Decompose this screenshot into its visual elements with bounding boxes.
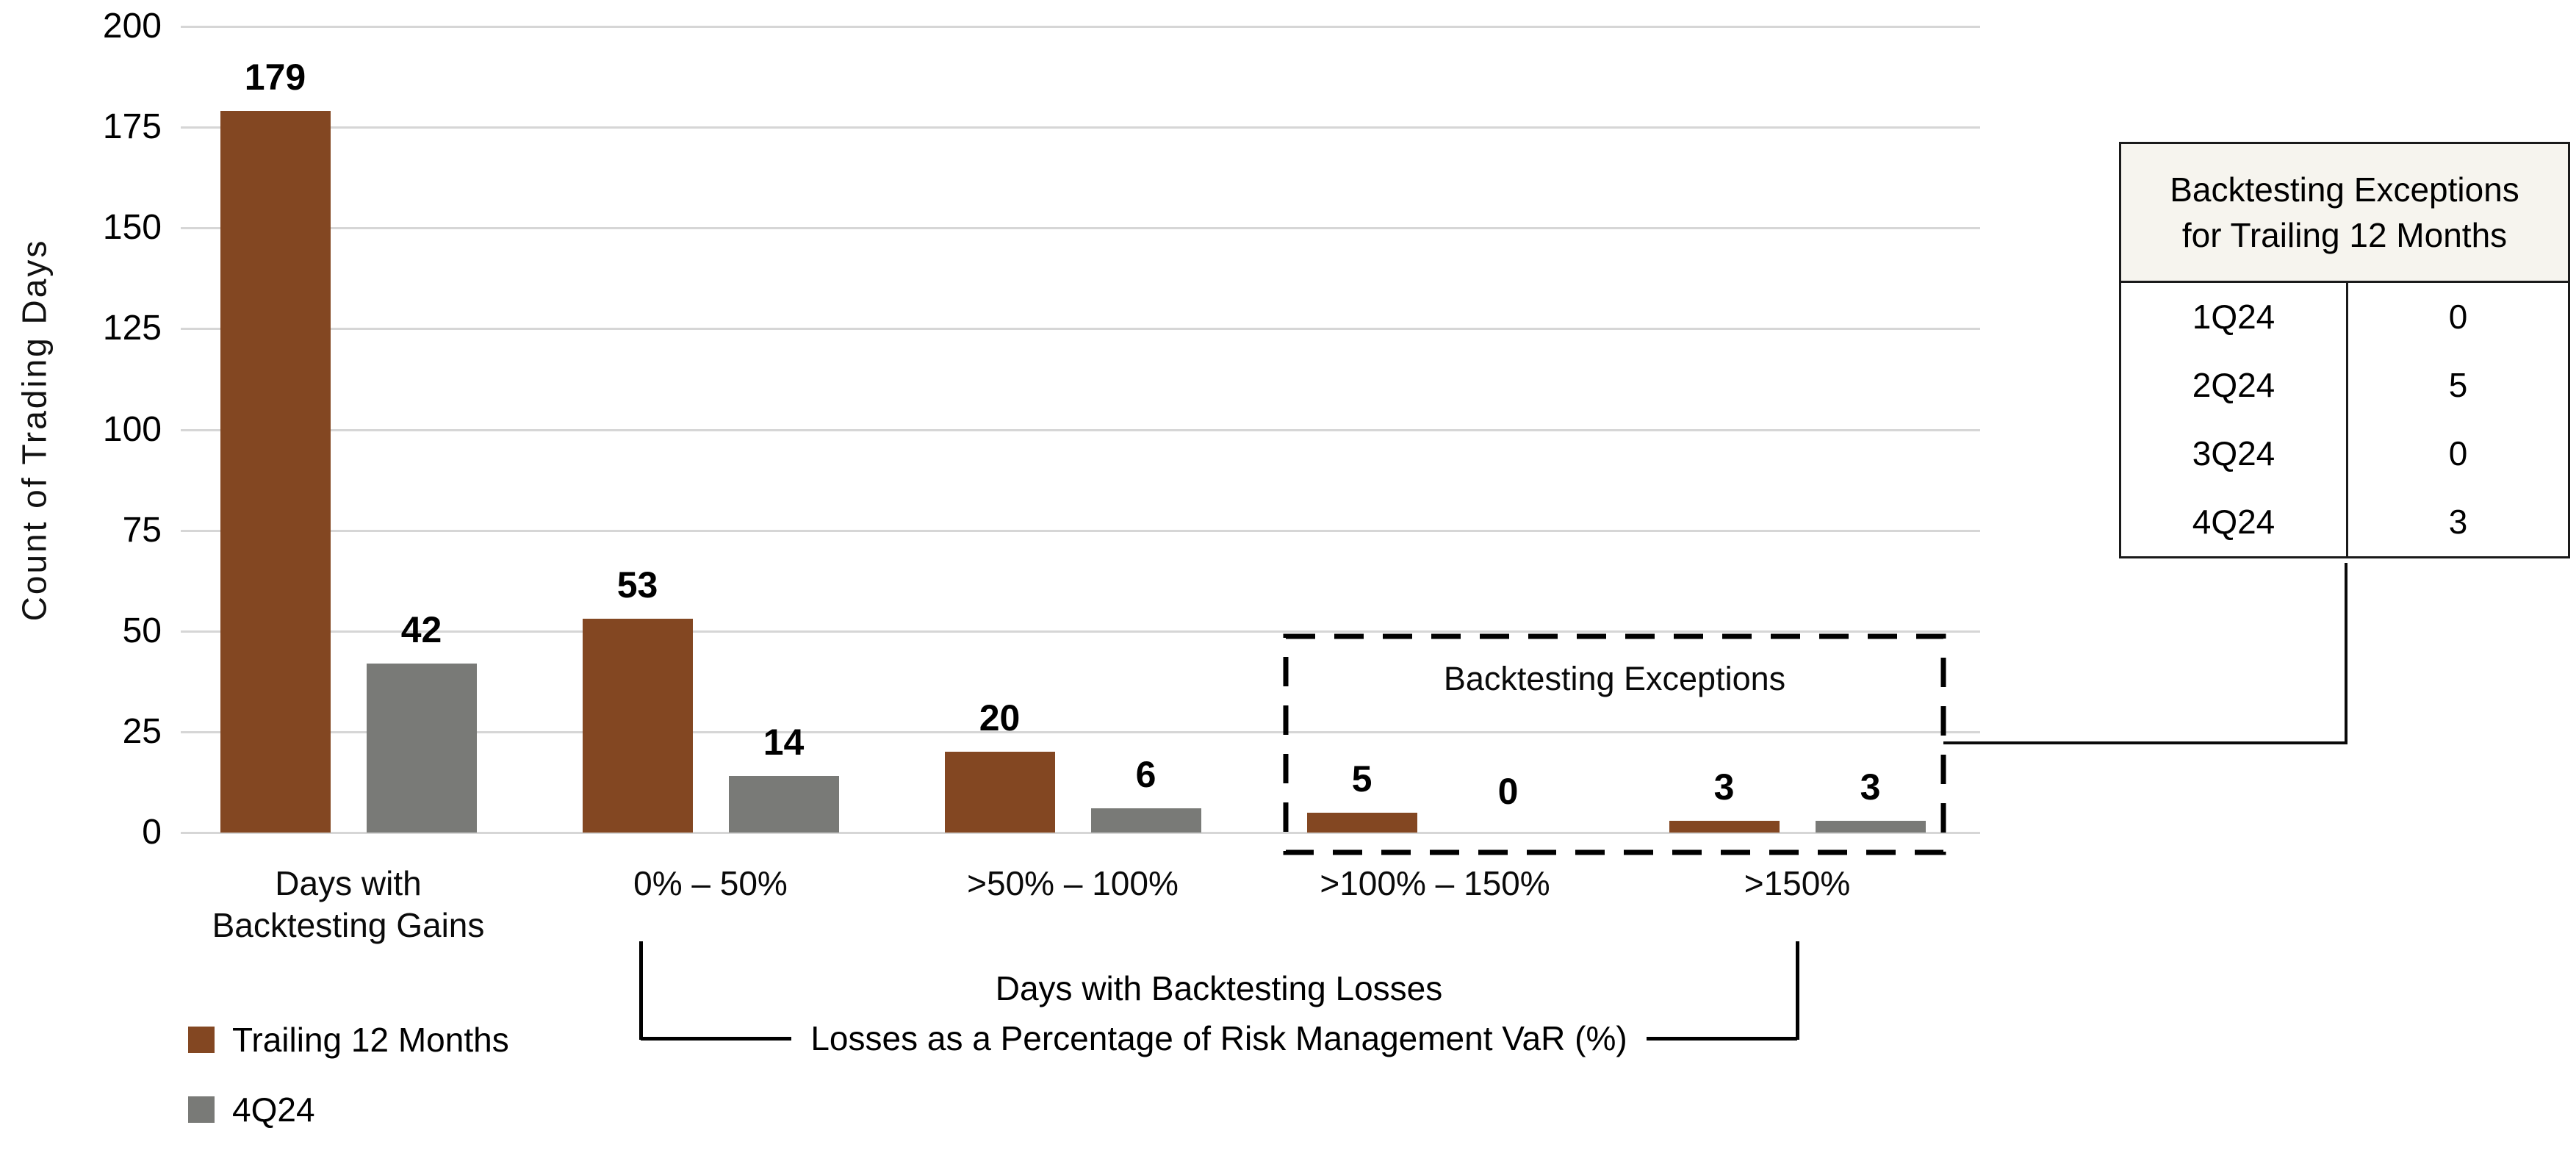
bar-trailing-12-months — [1669, 821, 1780, 833]
bar-4q24 — [366, 664, 477, 833]
y-tick-label: 125 — [102, 309, 162, 348]
y-tick-label: 75 — [122, 511, 162, 550]
x-group-label-line1: Days with Backtesting Losses — [995, 969, 1443, 1007]
gridline — [181, 126, 1980, 129]
bar-4q24 — [728, 776, 839, 833]
gridline — [181, 530, 1980, 532]
legend-swatch-trailing-12-months — [188, 1027, 215, 1053]
x-category-label: Backtesting Gains — [212, 906, 485, 944]
bar-value-label: 42 — [400, 609, 442, 650]
bracket-right-line — [1796, 941, 1799, 1040]
legend-swatch-4q24 — [188, 1096, 215, 1123]
table-cell-count: 5 — [2346, 351, 2568, 420]
bar-value-label: 14 — [763, 722, 805, 763]
gridline — [181, 26, 1980, 28]
legend-label-trailing-12-months: Trailing 12 Months — [232, 1021, 509, 1059]
table-body: 1Q24 0 2Q24 5 3Q24 0 4Q24 3 — [2121, 283, 2568, 556]
legend-item-4q24: 4Q24 — [188, 1090, 315, 1129]
y-tick-label: 100 — [102, 410, 162, 449]
legend-item-trailing-12-months: Trailing 12 Months — [188, 1021, 509, 1059]
dashed-box-title: Backtesting Exceptions — [1443, 660, 1786, 697]
x-category-label: >150% — [1744, 864, 1851, 902]
backtesting-exceptions-table: Backtesting Exceptions for Trailing 12 M… — [2119, 142, 2570, 558]
bar-trailing-12-months — [944, 752, 1055, 833]
bar-value-label: 3 — [1860, 766, 1881, 808]
gridline — [181, 731, 1980, 733]
table-cell-quarter: 4Q24 — [2192, 503, 2275, 541]
y-tick-label: 200 — [102, 7, 162, 46]
x-group-label-line2: Losses as a Percentage of Risk Managemen… — [641, 1019, 1798, 1057]
y-tick-label: 0 — [142, 813, 162, 852]
bar-value-label: 6 — [1135, 754, 1156, 795]
bar-4q24 — [1815, 821, 1926, 833]
x-category-label: Days with — [275, 864, 422, 902]
table-cell-quarter: 3Q24 — [2192, 434, 2275, 472]
legend-label-4q24: 4Q24 — [232, 1090, 315, 1129]
bar-value-label: 3 — [1713, 766, 1735, 808]
x-category-label: 0% – 50% — [633, 864, 788, 902]
table-cell-quarter: 1Q24 — [2192, 298, 2275, 336]
gridline — [181, 630, 1980, 633]
y-tick-label: 25 — [122, 712, 162, 751]
table-header-line2: for Trailing 12 Months — [2181, 216, 2508, 254]
x-category-label: >50% – 100% — [967, 864, 1179, 902]
bar-trailing-12-months — [220, 111, 331, 833]
gridline — [181, 227, 1980, 229]
bar-trailing-12-months — [1306, 813, 1417, 833]
table-cell-quarter: 2Q24 — [2192, 366, 2275, 404]
table-cell-count: 3 — [2346, 488, 2568, 556]
bar-trailing-12-months — [582, 619, 693, 833]
bracket-right-stub — [1646, 1036, 1798, 1041]
bracket-left-stub — [641, 1036, 792, 1041]
x-category-label: >100% – 150% — [1320, 864, 1550, 902]
y-tick-label: 150 — [102, 208, 162, 247]
bar-value-label: 5 — [1351, 758, 1372, 799]
table-cell-count: 0 — [2346, 283, 2568, 351]
y-tick-label: 175 — [102, 107, 162, 146]
bar-value-label: 20 — [979, 697, 1021, 738]
gridline — [181, 429, 1980, 431]
gridline — [181, 328, 1980, 330]
y-tick-label: 50 — [122, 611, 162, 650]
table-cell-count: 0 — [2346, 420, 2568, 488]
bracket-left-line — [639, 941, 643, 1040]
bar-4q24 — [1090, 808, 1201, 833]
bar-value-label: 179 — [244, 57, 306, 98]
bar-value-label: 53 — [616, 564, 658, 605]
table-header-line1: Backtesting Exceptions — [2170, 170, 2519, 209]
bar-value-label: 0 — [1497, 771, 1519, 812]
table-header: Backtesting Exceptions for Trailing 12 M… — [2121, 144, 2568, 283]
gridline — [181, 832, 1980, 834]
